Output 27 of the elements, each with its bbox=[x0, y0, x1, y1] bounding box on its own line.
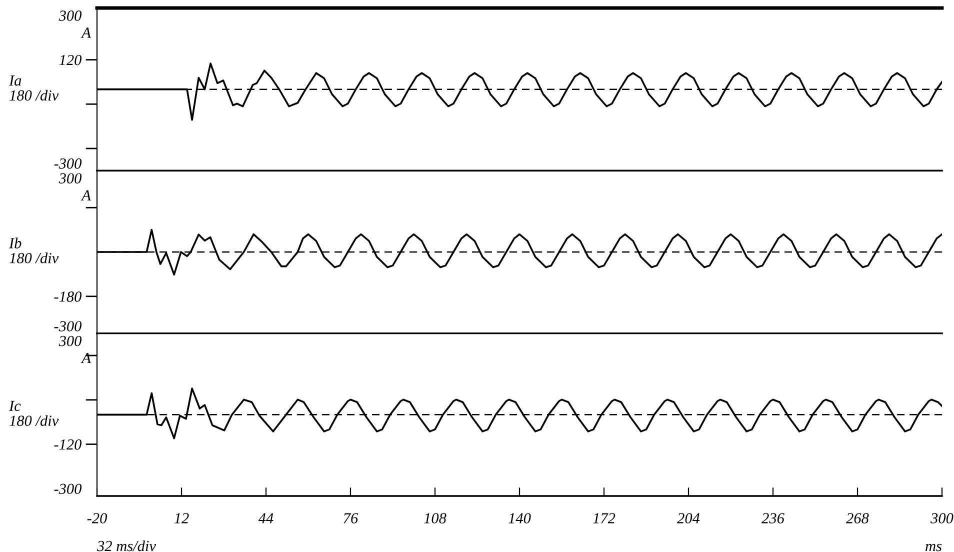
text: A bbox=[80, 28, 92, 38]
y-tick-label: -300 bbox=[54, 484, 82, 494]
y-axis-title: Ib 180 /div bbox=[8, 238, 59, 264]
x-tick-label: 236 bbox=[762, 513, 784, 524]
y-tick-label: -180 bbox=[54, 292, 82, 302]
y-tick-label: 120 bbox=[59, 54, 82, 66]
text: A bbox=[80, 190, 92, 200]
x-tick-label: 108 bbox=[424, 513, 446, 524]
y-axis-title: Ia 180 /div bbox=[8, 76, 59, 101]
x-tick-label: 300 bbox=[930, 513, 954, 524]
x-tick-label: 140 bbox=[508, 513, 531, 524]
y-axis-title: Ic 180 /div bbox=[8, 400, 59, 426]
x-tick-label: 172 bbox=[593, 513, 616, 524]
y-tick-label: -300 bbox=[54, 158, 82, 169]
x-tick-label: 12 bbox=[174, 513, 189, 524]
x-tick-label: 268 bbox=[846, 513, 869, 524]
y-tick-label: 300 bbox=[58, 173, 82, 184]
x-tick-label: -20 bbox=[87, 513, 107, 524]
x-tick-label: 204 bbox=[677, 513, 700, 524]
y-tick-label: 300 bbox=[58, 10, 82, 21]
x-tick-label: 44 bbox=[258, 513, 274, 524]
y-tick-label: -300 bbox=[54, 321, 82, 332]
y-tick-label: 300 bbox=[58, 336, 82, 346]
x-axis-title: ms bbox=[926, 544, 942, 552]
text: 32 ms/div bbox=[96, 540, 156, 552]
x-tick-label: 76 bbox=[344, 513, 358, 524]
y-tick-label: -120 bbox=[54, 439, 82, 450]
